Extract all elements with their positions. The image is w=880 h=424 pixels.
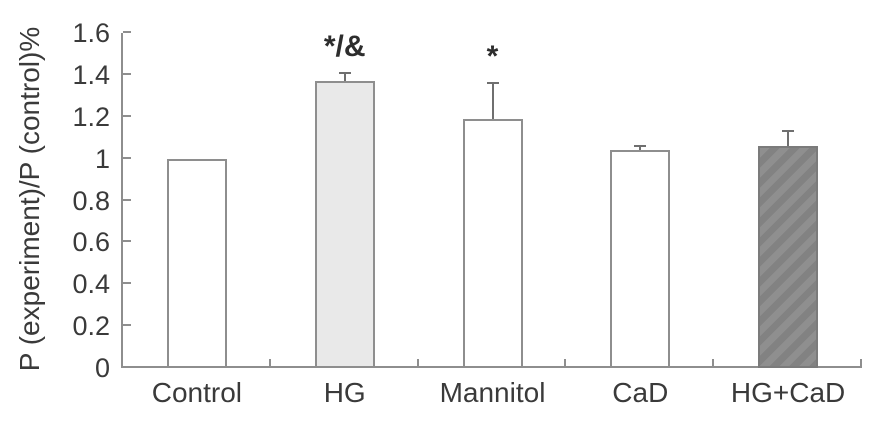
y-tick	[123, 240, 131, 243]
y-tick	[123, 282, 131, 285]
y-tick-label: 0	[94, 353, 110, 383]
y-tick	[123, 31, 131, 33]
error-bar-cap-hg-cad	[782, 130, 795, 133]
error-bar-stem-cad	[639, 146, 642, 151]
y-tick-label: 0.8	[72, 185, 110, 216]
y-tick-label: 1	[94, 143, 110, 174]
y-tick-label: 1.4	[72, 59, 110, 90]
error-bar-cap-mannitol	[486, 82, 499, 85]
y-tick	[123, 72, 131, 75]
error-bar-stem-hg	[343, 72, 346, 82]
y-tick	[123, 114, 131, 117]
significance-annotation-mannitol: *	[486, 40, 499, 74]
y-tick-label: 0.6	[72, 227, 110, 258]
x-tick-label-mannitol: Mannitol	[439, 377, 546, 408]
x-tick-label-control: Control	[151, 377, 243, 408]
x-tick-label-cad: CaD	[612, 377, 669, 408]
error-bar-cap-cad	[634, 145, 647, 148]
y-tick	[123, 156, 131, 159]
x-tick	[564, 359, 567, 367]
significance-annotation-hg: */&	[323, 29, 366, 63]
y-tick-label: 0.4	[72, 269, 110, 300]
y-axis-line	[121, 33, 123, 368]
bar-hg-cad	[758, 146, 819, 368]
x-tick-label-hg: HG	[323, 377, 366, 408]
y-axis-title: P (experiment)/P (control)%	[14, 26, 45, 372]
bar-control	[166, 158, 227, 368]
error-bar-stem-mannitol	[491, 83, 494, 119]
x-tick	[860, 359, 862, 367]
x-tick	[416, 359, 419, 367]
x-tick-label-hg-cad: HG+CaD	[730, 377, 846, 408]
error-bar-stem-hg-cad	[787, 131, 790, 147]
x-tick	[268, 359, 271, 367]
x-tick	[712, 359, 715, 367]
y-tick-label: 1.2	[72, 101, 110, 132]
error-bar-cap-hg	[338, 71, 351, 74]
y-tick-label: 1.6	[72, 18, 110, 48]
y-tick-label: 0.2	[72, 311, 110, 342]
bar-mannitol	[462, 118, 523, 368]
y-tick	[123, 198, 131, 201]
y-tick	[123, 324, 131, 327]
bar-hg	[314, 81, 375, 368]
bar-cad	[610, 150, 671, 368]
y-tick	[123, 366, 131, 368]
